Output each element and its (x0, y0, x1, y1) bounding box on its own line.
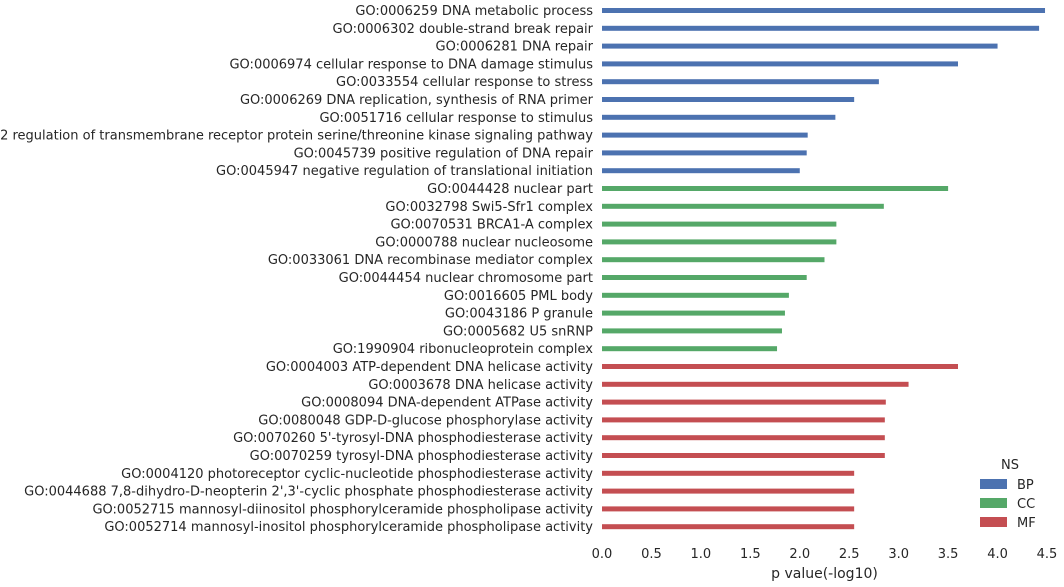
bar-mf (602, 399, 886, 405)
category-label: GO:0032798 Swi5-Sfr1 complex (385, 200, 593, 215)
category-label: GO:0033554 cellular response to stress (336, 75, 593, 90)
category-labels: GO:0006259 DNA metabolic process GO:00063… (0, 4, 594, 535)
category-label: GO:0003678 DNA helicase activity (368, 378, 593, 393)
bar-bp (602, 114, 836, 120)
category-label: GO:0043186 P granule (445, 307, 593, 322)
legend: NS BP CC MF (980, 458, 1036, 531)
x-tick-label: 4.0 (987, 547, 1008, 562)
category-label: GO:0044454 nuclear chromosome part (339, 271, 593, 286)
bar-mf (602, 364, 958, 369)
bar-cc (602, 310, 785, 316)
bar-bp (602, 97, 855, 102)
category-label: GO:0052715 mannosyl-diinositol phosphory… (92, 502, 593, 517)
category-label: GO:0006302 double-strand break repair (333, 22, 594, 37)
bar-mf (602, 435, 885, 441)
bar-bp (602, 43, 998, 49)
category-label: GO:0051716 cellular response to stimulus (319, 111, 593, 126)
category-label: GO:0006259 DNA metabolic process (355, 4, 593, 19)
x-axis-title: p value(-log10) (771, 566, 878, 582)
category-label: GO:0070259 tyrosyl-DNA phosphodiesterase… (250, 449, 594, 464)
category-label: GO:1990904 ribonucleoprotein complex (333, 342, 594, 357)
category-label: GO:0090092 regulation of transmembrane r… (0, 129, 593, 144)
bar-mf (602, 381, 909, 387)
legend-swatch-bp (980, 479, 1007, 489)
bar-cc (602, 203, 884, 209)
bar-cc (602, 239, 837, 245)
bar-cc (602, 257, 825, 263)
bar-cc (602, 275, 807, 280)
x-axis-ticks: 0.0 0.5 1.0 1.5 2.0 2.5 3.0 3.5 4.0 4.5 (592, 547, 1058, 562)
category-label: GO:0070260 5'-tyrosyl-DNA phosphodiester… (233, 431, 593, 446)
bar-cc (602, 221, 837, 227)
category-label: GO:0080048 GDP-D-glucose phosphorylase a… (258, 413, 593, 428)
legend-swatch-cc (980, 498, 1007, 508)
bar-cc (602, 186, 949, 191)
x-tick-label: 1.5 (740, 547, 761, 562)
category-label: GO:0006269 DNA replication, synthesis of… (240, 93, 594, 108)
legend-label-cc: CC (1017, 497, 1035, 512)
category-label: GO:0045947 negative regulation of transl… (216, 164, 593, 179)
bar-bp (602, 168, 800, 174)
bar-cc (602, 328, 782, 334)
category-label: GO:0045739 positive regulation of DNA re… (294, 146, 594, 161)
bar-mf (602, 524, 855, 530)
legend-label-mf: MF (1017, 516, 1036, 531)
bar-cc (602, 346, 778, 352)
legend-title: NS (1001, 458, 1019, 473)
bar-mf (602, 453, 885, 458)
x-tick-label: 1.0 (691, 547, 712, 562)
category-label: GO:0000788 nuclear nucleosome (375, 235, 593, 250)
bar-bp (602, 132, 808, 138)
x-tick-label: 3.5 (938, 547, 959, 562)
x-tick-label: 3.0 (888, 547, 909, 562)
bar-bp (602, 79, 879, 85)
category-label: GO:0008094 DNA-dependent ATPase activity (301, 396, 593, 411)
category-label: GO:0044688 7,8-dihydro-D-neopterin 2',3'… (24, 485, 593, 500)
bar-mf (602, 488, 855, 494)
bar-bp (602, 25, 1040, 31)
x-tick-label: 4.5 (1037, 547, 1058, 562)
category-label: GO:0006974 cellular response to DNA dama… (229, 57, 593, 72)
bars-group (602, 8, 1046, 530)
category-label: GO:0006281 DNA repair (436, 40, 594, 55)
bar-mf (602, 417, 885, 423)
category-label: GO:0005682 U5 snRNP (443, 324, 593, 339)
bar-bp (602, 8, 1046, 13)
bar-mf (602, 470, 855, 476)
category-label: GO:0044428 nuclear part (427, 182, 593, 197)
category-label: GO:0033061 DNA recombinase mediator comp… (268, 253, 593, 268)
bar-mf (602, 506, 855, 512)
bar-bp (602, 61, 958, 67)
x-tick-label: 2.0 (789, 547, 810, 562)
bar-bp (602, 150, 807, 156)
x-tick-label: 0.5 (641, 547, 662, 562)
category-label: GO:0004120 photoreceptor cyclic-nucleoti… (121, 467, 593, 482)
legend-swatch-mf (980, 517, 1007, 527)
x-tick-label: 0.0 (592, 547, 613, 562)
category-label: GO:0070531 BRCA1-A complex (390, 218, 593, 233)
category-label: GO:0004003 ATP-dependent DNA helicase ac… (266, 360, 593, 375)
x-tick-label: 2.5 (839, 547, 860, 562)
bar-cc (602, 292, 789, 298)
category-label: GO:0016605 PML body (444, 289, 593, 304)
category-label: GO:0052714 mannosyl-inositol phosphorylc… (104, 520, 593, 535)
legend-label-bp: BP (1017, 478, 1034, 493)
